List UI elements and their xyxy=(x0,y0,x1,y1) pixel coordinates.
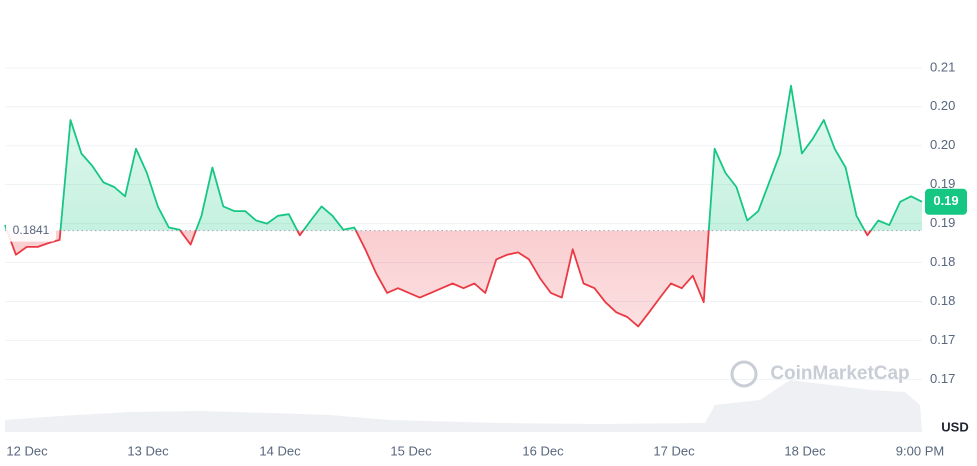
y-tick-label: 0.20 xyxy=(930,98,955,113)
watermark: CoinMarketCap xyxy=(770,363,909,384)
volume-area xyxy=(5,380,922,432)
y-tick-label: 0.18 xyxy=(930,293,955,308)
y-tick-label: 0.21 xyxy=(930,59,955,74)
x-tick-label: 17 Dec xyxy=(653,443,695,458)
y-tick-label: 0.17 xyxy=(930,371,955,386)
watermark-logo xyxy=(730,360,758,388)
x-tick-label: 16 Dec xyxy=(522,443,564,458)
plot: 0.1841 0.19 xyxy=(4,84,967,328)
y-tick-label: 0.19 xyxy=(930,215,955,230)
y-tick-label: 0.20 xyxy=(930,137,955,152)
x-tick-label: 13 Dec xyxy=(127,443,169,458)
baseline-tag-bg xyxy=(6,219,56,242)
price-area xyxy=(5,85,922,327)
current-price-tag xyxy=(925,188,967,215)
x-tick-label: 14 Dec xyxy=(259,443,301,458)
x-tick-label: 15 Dec xyxy=(390,443,432,458)
price-line xyxy=(4,84,923,328)
baseline-tag: 0.1841 xyxy=(13,223,50,237)
y-tick-label: 0.19 xyxy=(930,176,955,191)
current-price-label: 0.19 xyxy=(933,193,958,208)
x-tick-label: 9:00 PM xyxy=(896,443,944,458)
y-tick-label: 0.17 xyxy=(930,332,955,347)
unit-label: USD xyxy=(941,419,968,434)
y-tick-label: 0.18 xyxy=(930,254,955,269)
x-tick-label: 12 Dec xyxy=(6,443,48,458)
x-tick-label: 18 Dec xyxy=(784,443,826,458)
